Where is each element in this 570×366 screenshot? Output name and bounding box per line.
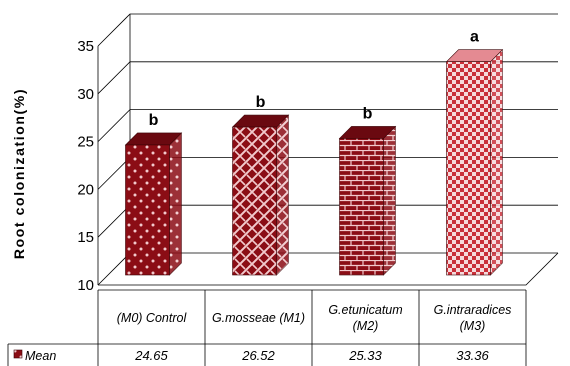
bar-side	[276, 114, 289, 276]
bar-side	[490, 48, 503, 276]
y-tick-label: 30	[77, 86, 94, 103]
bar-side	[383, 125, 396, 276]
significance-letter: b	[149, 112, 159, 129]
category-label: (M3)	[460, 319, 486, 333]
significance-letter: a	[470, 29, 479, 46]
bar-front	[125, 144, 170, 276]
data-label: 33.36	[456, 348, 489, 363]
category-label: G.etunicatum	[328, 303, 402, 317]
data-table	[7, 289, 527, 366]
data-label: 24.65	[134, 348, 168, 363]
floor	[98, 252, 559, 286]
y-tick-label: 25	[77, 134, 94, 151]
bar-front	[339, 138, 384, 276]
labels: 10 15 20 25 30 35 Root colonization(%) b b b a (M0)…	[11, 29, 511, 363]
data-label: 25.33	[348, 348, 382, 363]
y-tick-label: 10	[77, 277, 94, 294]
bar-front	[446, 61, 491, 276]
category-label: G.intraradices	[434, 303, 512, 317]
y-tick-label: 20	[77, 181, 94, 198]
significance-letter: b	[256, 94, 266, 111]
bar	[124, 132, 183, 276]
gridline	[97, 13, 558, 47]
bars	[124, 48, 504, 276]
legend-swatch	[13, 349, 23, 359]
bar	[338, 125, 397, 276]
significance-letter: b	[363, 105, 373, 122]
legend-label: Mean	[25, 349, 56, 363]
y-tick-label: 35	[77, 38, 94, 55]
category-label: (M2)	[353, 319, 379, 333]
data-label: 26.52	[241, 348, 275, 363]
category-label: (M0) Control	[117, 311, 188, 325]
bar	[231, 114, 290, 276]
bar	[445, 48, 504, 276]
y-axis-title: Root colonization(%)	[11, 88, 27, 259]
bar-front	[232, 126, 277, 276]
y-tick-label: 15	[77, 229, 94, 246]
bar-side	[169, 132, 182, 276]
category-label: G.mosseae (M1)	[212, 311, 305, 325]
